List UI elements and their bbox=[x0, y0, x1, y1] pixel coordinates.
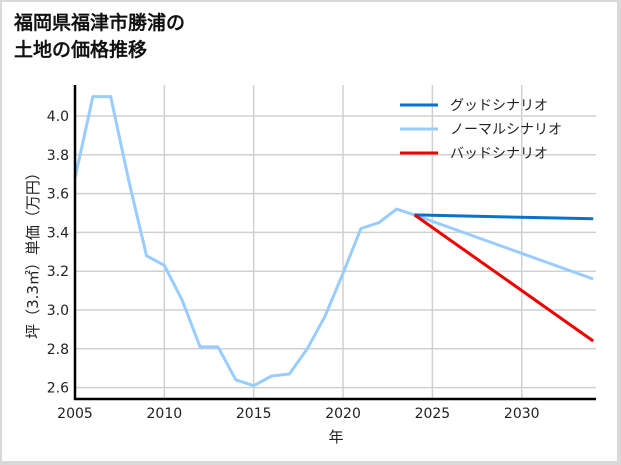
series-line bbox=[413, 213, 595, 343]
chart-title-line-2: 土地の価格推移 bbox=[14, 39, 148, 61]
x-tick-label: 2010 bbox=[147, 406, 183, 422]
y-tick-label: 3.4 bbox=[47, 225, 69, 241]
x-tick-label: 2015 bbox=[236, 406, 272, 422]
tick-labels: 2.6 2.8 3.0 3.2 3.4 3.6 3.8 4.0 2005 2010 2015 2020… bbox=[47, 109, 540, 422]
chart-title-line-1: 福岡県福津市勝浦の bbox=[14, 12, 186, 34]
legend-label: グッドシナリオ bbox=[450, 98, 548, 114]
y-tick-label: 4.0 bbox=[47, 109, 69, 125]
y-tick-label: 3.0 bbox=[47, 303, 69, 319]
chart-title: 福岡県福津市勝浦の 土地の価格推移 bbox=[14, 10, 185, 64]
legend-label: ノーマルシナリオ bbox=[450, 122, 562, 138]
axes bbox=[73, 85, 596, 401]
series-line bbox=[73, 95, 594, 388]
y-tick-label: 2.8 bbox=[47, 342, 69, 358]
x-tick-label: 2025 bbox=[415, 406, 451, 422]
x-tick-label: 2005 bbox=[57, 406, 93, 422]
chart-frame bbox=[2, 2, 617, 461]
legend-label: バッドシナリオ bbox=[450, 146, 548, 162]
y-tick-label: 3.6 bbox=[47, 187, 69, 203]
x-axis-label: 年 bbox=[328, 428, 343, 446]
grid-lines bbox=[75, 85, 596, 399]
x-tick-label: 2030 bbox=[504, 406, 540, 422]
x-tick-label: 2020 bbox=[325, 406, 361, 422]
y-axis-label: 坪（3.3㎡）単価（万円） bbox=[24, 165, 42, 339]
y-tick-label: 3.8 bbox=[47, 148, 69, 164]
series-lines bbox=[73, 95, 595, 388]
series-line bbox=[414, 213, 594, 221]
y-tick-label: 3.2 bbox=[47, 264, 69, 280]
y-tick-label: 2.6 bbox=[47, 381, 69, 397]
